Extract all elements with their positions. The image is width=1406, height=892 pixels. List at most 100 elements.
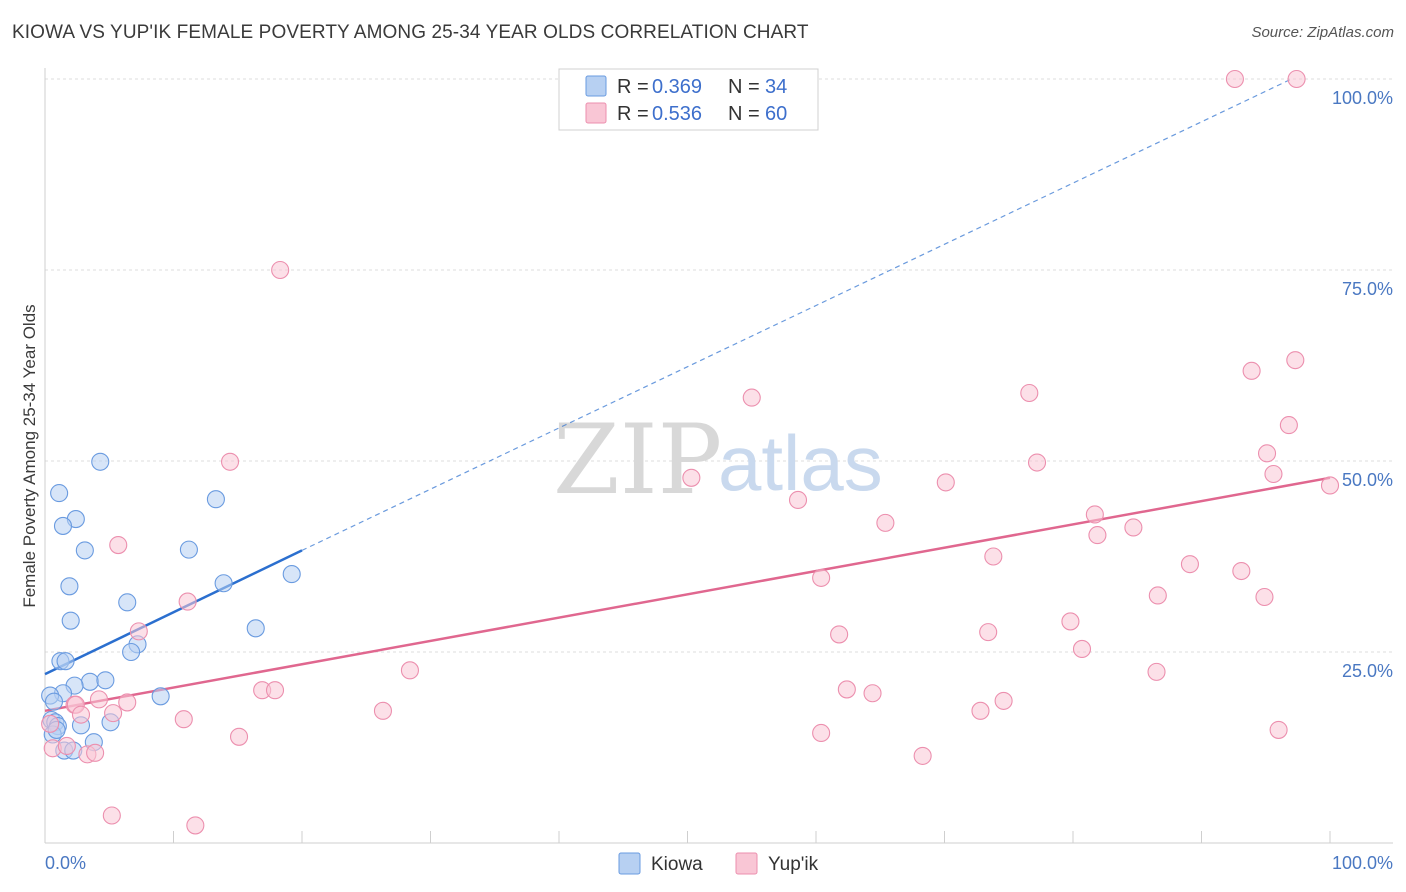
legend-yupik-n-value: 60 [765, 103, 787, 125]
point-yupik [102, 806, 121, 825]
point-yupik [1225, 69, 1244, 89]
point-yupik [129, 622, 148, 641]
point-yupik [1180, 555, 1199, 574]
point-yupik [876, 513, 895, 532]
y-tick-label: 75.0% [1342, 279, 1393, 299]
point-kiowa [282, 565, 301, 584]
point-kiowa [56, 652, 75, 671]
point-yupik [1287, 69, 1306, 89]
point-yupik [863, 684, 882, 703]
point-kiowa [246, 619, 265, 638]
point-yupik [71, 705, 91, 724]
point-kiowa [75, 541, 94, 560]
x-tick-label-max: 100.0% [1332, 853, 1393, 873]
point-kiowa [96, 671, 115, 690]
watermark: ZIP atlas [553, 404, 883, 516]
legend-kiowa-r-value: 0.369 [652, 76, 702, 98]
point-yupik [265, 681, 285, 700]
point-yupik [400, 661, 419, 680]
point-kiowa [53, 516, 73, 535]
point-yupik [104, 704, 123, 723]
point-yupik [1286, 351, 1305, 370]
bottom-legend-swatch-yupik [735, 852, 758, 875]
point-kiowa [118, 593, 137, 612]
bottom-legend-swatch-kiowa [618, 852, 641, 875]
point-yupik [913, 746, 932, 765]
point-yupik [1232, 561, 1251, 581]
legend-swatch-kiowa [585, 75, 607, 97]
point-yupik [1085, 505, 1104, 524]
point-kiowa [80, 672, 100, 691]
point-kiowa [60, 577, 79, 596]
watermark-zip: ZIP [553, 404, 722, 516]
point-yupik [57, 736, 76, 756]
point-yupik [1061, 612, 1080, 631]
point-kiowa [122, 642, 141, 662]
trendline-extension-kiowa [301, 78, 1292, 551]
point-yupik [1264, 464, 1283, 484]
bottom-legend: Kiowa Yup'ik [618, 852, 819, 875]
point-yupik [830, 625, 849, 644]
point-yupik [373, 701, 393, 720]
point-kiowa [206, 490, 225, 509]
y-tick-label: 50.0% [1342, 470, 1393, 490]
source-credit: Source: ZipAtlas.com [1251, 24, 1394, 41]
point-yupik [1269, 720, 1288, 739]
grid-layer [45, 78, 1393, 653]
bottom-legend-yupik: Yup'ik [768, 854, 819, 875]
point-kiowa [91, 452, 110, 471]
legend-kiowa-n-value: 34 [765, 76, 787, 98]
point-kiowa [61, 611, 80, 630]
point-yupik [812, 723, 831, 743]
point-yupik [86, 743, 105, 762]
point-yupik [788, 490, 808, 510]
trendline-yupik [44, 476, 1331, 713]
point-yupik [109, 535, 128, 555]
point-yupik [271, 260, 290, 280]
trendline-kiowa [44, 549, 303, 676]
point-yupik [174, 710, 193, 729]
point-yupik [1257, 444, 1277, 463]
chart-title: KIOWA VS YUP'IK FEMALE POVERTY AMONG 25-… [12, 22, 809, 43]
y-tick-label: 25.0% [1342, 661, 1393, 681]
point-yupik [1255, 587, 1274, 607]
point-yupik [178, 592, 197, 611]
x-tick-label-min: 0.0% [45, 853, 86, 873]
point-yupik [994, 691, 1013, 710]
ticks-layer: 25.0% 50.0% 75.0% 100.0% 0.0% 100.0% [45, 88, 1393, 873]
point-yupik [229, 727, 249, 746]
point-kiowa [44, 692, 64, 711]
point-yupik [1147, 662, 1166, 681]
legend-swatch-yupik [585, 102, 607, 124]
point-yupik [1020, 383, 1039, 403]
point-kiowa [179, 540, 198, 559]
point-kiowa [151, 687, 170, 706]
point-yupik [41, 714, 60, 733]
legend-yupik-r-value: 0.536 [652, 103, 702, 125]
y-axis-label: Female Poverty Among 25-34 Year Olds [20, 304, 39, 607]
point-yupik [682, 468, 701, 487]
point-yupik [971, 701, 990, 720]
legend-kiowa-r-label: R = [617, 76, 649, 98]
point-yupik [1148, 586, 1167, 605]
points-layer [41, 69, 1340, 835]
point-yupik [979, 623, 998, 642]
point-yupik [1072, 639, 1092, 658]
point-yupik [1027, 453, 1047, 472]
point-yupik [89, 690, 109, 709]
point-yupik [812, 568, 831, 587]
point-yupik [936, 473, 955, 492]
point-yupik [984, 547, 1003, 566]
point-yupik [1124, 518, 1143, 537]
point-yupik [118, 693, 137, 712]
point-yupik [186, 816, 205, 835]
point-yupik [1279, 416, 1298, 435]
y-tick-label: 100.0% [1332, 88, 1393, 108]
legend: R = 0.369 N = 34 R = 0.536 N = 60 [558, 68, 819, 131]
legend-kiowa-n-label: N = [728, 76, 760, 98]
legend-yupik-n-label: N = [728, 103, 760, 125]
legend-yupik-r-label: R = [617, 103, 649, 125]
point-kiowa [50, 484, 69, 503]
point-yupik [1242, 361, 1261, 380]
